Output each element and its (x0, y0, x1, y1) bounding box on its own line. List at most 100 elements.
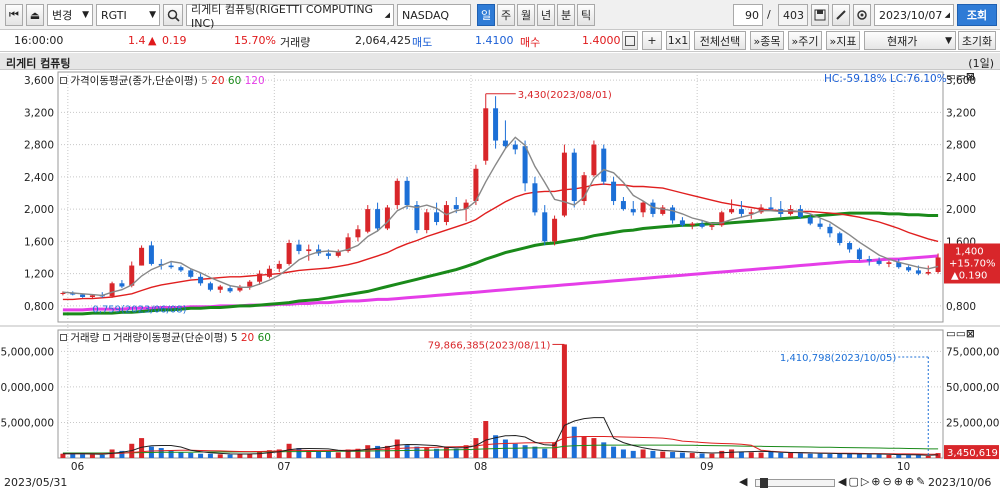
volume-bar (424, 448, 430, 458)
volume-bar (345, 449, 351, 458)
min-annotation: 0,759(2023/06/08) (92, 304, 186, 315)
volume-bar (768, 452, 774, 458)
period-minute-button[interactable]: 분 (557, 4, 575, 26)
quote-time: 16:00:00 (14, 34, 64, 47)
period-year-button[interactable]: 년 (537, 4, 555, 26)
volume-legend: 거래량 거래량이동평균(단순이평) 5 20 60 (60, 330, 271, 345)
volume-bar (237, 454, 243, 458)
volume-bar (581, 436, 587, 458)
scroll-left-icon[interactable]: ◀ (739, 475, 748, 488)
save-button[interactable] (811, 4, 829, 26)
volume-bar (453, 448, 459, 458)
volume-bar (611, 446, 617, 458)
candle-body (306, 249, 312, 252)
layout-1x1-button[interactable]: 1x1 (666, 31, 690, 50)
candle-body (198, 276, 204, 284)
period-day-button[interactable]: 일 (477, 4, 495, 26)
indicator-menu-button[interactable]: »지표 (826, 31, 860, 50)
candle-body (876, 260, 882, 264)
period-menu-button[interactable]: »주기 (788, 31, 822, 50)
price-legend: 가격이동평균(종가,단순이평) 5 20 60 120 (60, 73, 265, 88)
search-button[interactable] (163, 4, 183, 26)
month-label: 07 (277, 461, 290, 473)
gear-icon (857, 10, 867, 20)
zoom-in-button[interactable]: + (642, 31, 662, 50)
count-input[interactable]: 90 (733, 4, 763, 26)
candle-body (237, 286, 243, 291)
draw-tool-button[interactable] (832, 4, 850, 26)
volume-bar (571, 426, 577, 458)
volume-bar (591, 438, 597, 458)
volume-bar (375, 445, 381, 458)
volume-bar (552, 442, 558, 458)
period-tick-button[interactable]: 틱 (577, 4, 595, 26)
candle-body (60, 292, 66, 294)
corner-triangle-icon: ◢ (384, 11, 390, 19)
volume-tick-left: 75,000,000 (0, 346, 54, 358)
toolbar: ⏮ ⏏ 변경 ▼ RGTI ▼ 리게티 컴퓨팅(RIGETTI COMPUTING … (0, 0, 1000, 30)
checkbox-toggle[interactable] (622, 31, 638, 50)
change-label: 변경 (52, 9, 73, 22)
volume-panel-controls-icon[interactable]: ▭▭⊠ (946, 328, 975, 340)
pencil-icon (836, 10, 846, 20)
nav-icons[interactable]: ◀▢▷⊕⊖⊕⊕✎ (838, 475, 928, 488)
candle-body (355, 229, 361, 238)
candle-body (866, 259, 872, 261)
panel-controls-icon[interactable]: ▭▭⊠ (946, 71, 975, 83)
candle-body (325, 253, 331, 256)
candle-body (70, 292, 76, 295)
scroll-thumb[interactable] (760, 478, 768, 488)
settings-button[interactable] (853, 4, 871, 26)
select-all-button[interactable]: 전체선택 (694, 31, 746, 50)
volume-bar (70, 454, 76, 458)
search-icon (167, 9, 180, 22)
chart-period: (1일) (968, 57, 994, 70)
up-button[interactable]: ⏏ (26, 4, 44, 26)
legend-vol-ma20: 20 (240, 332, 255, 344)
quote-bar: 16:00:00 1.4 ▲ 0.19 15.70% 거래량 2,064,425… (0, 30, 1000, 52)
date-picker[interactable]: 2023/10/07 ◢ (874, 4, 954, 26)
candle-body (365, 209, 371, 232)
period-week-button[interactable]: 주 (497, 4, 515, 26)
candle-body (493, 108, 499, 141)
candle-body (709, 225, 715, 227)
candle-body (139, 247, 145, 266)
price-tick-left: 1,200 (24, 269, 54, 281)
ask-label: 매도 (412, 36, 433, 49)
company-name-field: 리게티 컴퓨팅(RIGETTI COMPUTING INC) ◢ (186, 3, 394, 30)
scroll-track[interactable] (755, 478, 835, 488)
candle-body (856, 249, 862, 260)
volume-ma-legend-name: 거래량이동평균(단순이평) (113, 332, 228, 344)
candle-body (748, 212, 754, 214)
volume-bar (906, 455, 912, 458)
volume-bar (463, 445, 469, 458)
candle-body (906, 267, 912, 271)
candle-body (129, 265, 135, 286)
volume-legend-name: 거래량 (70, 332, 100, 344)
period-month-button[interactable]: 월 (517, 4, 535, 26)
volume-bar (188, 453, 194, 458)
volume-bar (355, 448, 361, 458)
candle-body (414, 205, 420, 231)
x-end-date: 2023/10/06 (928, 476, 992, 489)
floppy-disk-icon (814, 9, 826, 21)
volume-bar (247, 453, 253, 458)
candle-body (640, 202, 646, 213)
volume-bar (797, 453, 803, 458)
stock-chart[interactable]: 3,600 3,600 3,200 3,200 2,800 2,800 2,400 2,400… (0, 70, 1000, 476)
symbol-input[interactable]: RGTI ▼ (96, 4, 160, 26)
candle-body (630, 209, 636, 213)
candle-body (345, 237, 351, 252)
volume-bar (689, 453, 695, 458)
first-record-button[interactable]: ⏮ (5, 4, 23, 26)
price-tick-left: 2,800 (24, 140, 54, 152)
reset-button[interactable]: 초기화 (958, 31, 996, 50)
candle-body (561, 152, 567, 216)
candle-body (119, 283, 125, 287)
symbol-menu-button[interactable]: »종목 (750, 31, 784, 50)
price-type-dropdown[interactable]: 현재가 ▼ (864, 31, 956, 50)
lookup-button[interactable]: 조회 (957, 4, 997, 26)
candle-body (571, 152, 577, 202)
eject-icon: ⏏ (29, 8, 41, 22)
change-dropdown[interactable]: 변경 ▼ (47, 4, 93, 26)
